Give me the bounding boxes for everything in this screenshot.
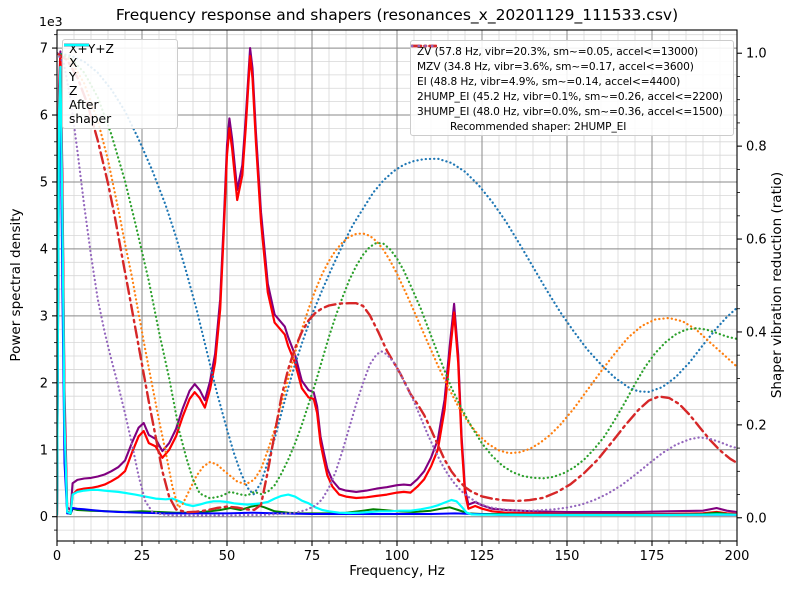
y-left-tick-label: 2 — [40, 376, 48, 391]
y-axis-multiplier: 1e3 — [39, 14, 63, 29]
legend-label: 3HUMP_EI (48.0 Hz, vibr=0.0%, sm~=0.36, … — [417, 105, 723, 118]
y-left-tick-label: 3 — [40, 309, 48, 324]
legend-label: Recommended shaper: 2HUMP_EI — [450, 121, 627, 134]
legend-label: 2HUMP_EI (45.2 Hz, vibr=0.1%, sm~=0.26, … — [417, 90, 723, 103]
legend-swatch-3HUMP_EI — [411, 44, 437, 48]
y-left-tick-label: 5 — [40, 175, 48, 190]
series-ZV-line — [57, 52, 737, 496]
series-2HUMP_EI-line — [57, 52, 737, 514]
series-3HUMP_EI-line — [57, 52, 737, 517]
legend-item-Z: Z — [64, 43, 171, 99]
legend-item-EI: EI (48.8 Hz, vibr=4.9%, sm~=0.14, accel<… — [411, 44, 727, 89]
legend-item-ZV: ZV (57.8 Hz, vibr=20.3%, sm~=0.05, accel… — [411, 44, 727, 59]
y-left-tick-label: 4 — [40, 242, 48, 257]
legend-item-3HUMP_EI: 3HUMP_EI (48.0 Hz, vibr=0.0%, sm~=0.36, … — [411, 44, 727, 119]
legend-label: MZV (34.8 Hz, vibr=3.6%, sm~=0.17, accel… — [417, 60, 694, 73]
legend-shapers: ZV (57.8 Hz, vibr=20.3%, sm~=0.05, accel… — [410, 40, 734, 136]
legend-item-X: X — [64, 43, 171, 71]
x-axis-label: Frequency, Hz — [349, 563, 445, 579]
series-X-line — [57, 54, 737, 516]
y-right-tick-label: 0.2 — [746, 418, 767, 433]
legend-swatch-After-shaper — [64, 43, 89, 47]
legend-psd-curves: X+Y+Z X Y Z After shaper — [62, 39, 178, 129]
series-MZV-line — [57, 52, 737, 509]
legend-label: EI (48.8 Hz, vibr=4.9%, sm~=0.14, accel<… — [417, 75, 681, 88]
x-tick-label: 175 — [640, 549, 665, 564]
x-tick-label: 125 — [470, 549, 495, 564]
y-right-tick-label: 0.4 — [746, 325, 767, 340]
y-left-tick-label: 6 — [40, 109, 48, 124]
x-tick-label: 100 — [385, 549, 410, 564]
x-tick-label: 50 — [219, 549, 236, 564]
x-tick-label: 0 — [53, 549, 61, 564]
chart-title: Frequency response and shapers (resonanc… — [115, 6, 679, 24]
y-left-tick-label: 0 — [40, 510, 48, 525]
legend-label: ZV (57.8 Hz, vibr=20.3%, sm~=0.05, accel… — [417, 45, 699, 58]
legend-item-MZV: MZV (34.8 Hz, vibr=3.6%, sm~=0.17, accel… — [411, 44, 727, 74]
legend-label: Z — [69, 84, 78, 99]
x-tick-label: 25 — [134, 549, 151, 564]
y-right-tick-label: 0.8 — [746, 140, 767, 155]
x-tick-label: 200 — [725, 549, 750, 564]
y-right-tick-label: 1.0 — [746, 47, 767, 62]
series-After-shaper-line — [57, 65, 737, 517]
x-tick-label: 75 — [304, 549, 321, 564]
legend-item-Y: Y — [64, 43, 171, 85]
y-left-tick-label: 1 — [40, 443, 48, 458]
y-right-tick-label: 0.0 — [746, 511, 767, 526]
series-EI-line — [57, 52, 737, 500]
legend-label: Y — [69, 70, 77, 85]
y-left-tick-label: 7 — [40, 42, 48, 57]
legend-label: X — [69, 56, 78, 71]
y-axis-right-label: Shaper vibration reduction (ratio) — [769, 171, 785, 399]
legend-item-After-shaper: After shaper — [64, 43, 171, 126]
legend-label: After shaper — [69, 98, 112, 126]
y-axis-left-label: Power spectral density — [8, 208, 24, 362]
x-tick-label: 150 — [555, 549, 580, 564]
legend-item-2HUMP_EI: 2HUMP_EI (45.2 Hz, vibr=0.1%, sm~=0.26, … — [411, 44, 727, 104]
legend-item-note: Recommended shaper: 2HUMP_EI — [417, 119, 727, 134]
y-right-tick-label: 0.6 — [746, 233, 767, 248]
